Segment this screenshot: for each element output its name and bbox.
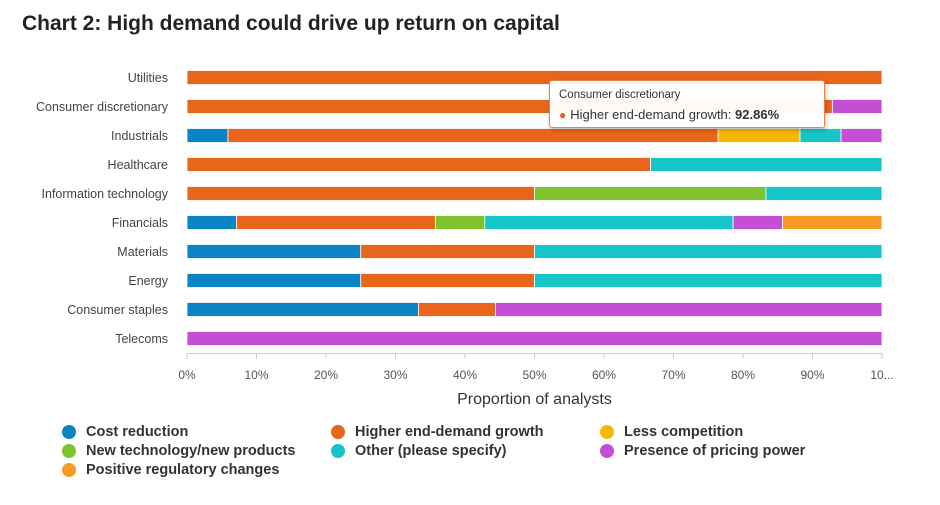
x-axis-title: Proportion of analysts (457, 391, 612, 408)
bar-energy-higher-end-demand-growth[interactable] (360, 273, 535, 288)
category-label-industrials: Industrials (111, 129, 168, 143)
legend-swatch (600, 425, 614, 439)
bar-industrials-less-competition[interactable] (717, 128, 801, 143)
bar-energy-cost-reduction[interactable] (186, 273, 362, 288)
legend-swatch (62, 444, 76, 458)
tooltip-series-name: Higher end-demand growth (570, 107, 728, 122)
x-tick-label: 40% (453, 368, 477, 382)
tooltip-category: Consumer discretionary (559, 89, 681, 101)
legend-item-cost-reduction[interactable]: Cost reduction (62, 424, 188, 440)
category-label-financials: Financials (112, 216, 168, 230)
category-label-information-technology: Information technology (42, 187, 169, 201)
bar-information-technology-other-please-specify[interactable] (765, 186, 883, 201)
x-tick-label: 30% (383, 368, 407, 382)
x-tick-label: 50% (522, 368, 546, 382)
legend-swatch (62, 425, 76, 439)
bar-industrials-presence-of-pricing-power[interactable] (840, 128, 883, 143)
x-tick-label: 90% (800, 368, 824, 382)
category-label-energy: Energy (128, 274, 168, 288)
bar-telecoms-presence-of-pricing-power[interactable] (186, 331, 883, 346)
category-label-consumer-staples: Consumer staples (67, 303, 168, 317)
legend-swatch (62, 463, 76, 477)
stacked-bar-chart: Utilities Consumer discretionary Industria… (36, 70, 894, 408)
category-label-materials: Materials (117, 245, 168, 259)
legend-swatch (331, 444, 345, 458)
category-label-telecoms: Telecoms (115, 332, 168, 346)
x-tick-label: 70% (661, 368, 685, 382)
bar-consumer-staples-presence-of-pricing-power[interactable] (495, 302, 883, 317)
bar-financials-higher-end-demand-growth[interactable] (235, 215, 436, 230)
bar-consumer-discretionary-presence-of-pricing-power[interactable] (831, 99, 883, 114)
legend-label: Presence of pricing power (624, 443, 806, 459)
x-tick-label: 0% (178, 368, 196, 382)
legend-label: New technology/new products (86, 443, 296, 459)
bar-financials-other-please-specify[interactable] (484, 215, 734, 230)
bar-materials-higher-end-demand-growth[interactable] (360, 244, 535, 259)
legend-item-other-please-specify[interactable]: Other (please specify) (331, 443, 507, 459)
bar-financials-cost-reduction[interactable] (186, 215, 237, 230)
bar-industrials-other-please-specify[interactable] (799, 128, 842, 143)
legend-item-higher-end-demand-growth[interactable]: Higher end-demand growth (331, 424, 544, 440)
bar-information-technology-new-technology-new-products[interactable] (534, 186, 767, 201)
category-label-utilities: Utilities (128, 71, 168, 85)
legend-label: Less competition (624, 424, 744, 440)
bar-materials-cost-reduction[interactable] (186, 244, 362, 259)
legend-swatch (331, 425, 345, 439)
bar-information-technology-higher-end-demand-growth[interactable] (186, 186, 535, 201)
bar-financials-positive-regulatory-changes[interactable] (782, 215, 883, 230)
x-tick-label: 10... (870, 368, 893, 382)
category-label-consumer-discretionary: Consumer discretionary (36, 100, 169, 114)
legend-swatch (600, 444, 614, 458)
tooltip-series-dot-icon: ● (559, 108, 567, 122)
legend-label: Positive regulatory changes (86, 462, 280, 478)
bar-financials-new-technology-new-products[interactable] (434, 215, 486, 230)
bar-energy-other-please-specify[interactable] (534, 273, 883, 288)
bar-healthcare-other-please-specify[interactable] (650, 157, 883, 172)
x-tick-label: 20% (314, 368, 338, 382)
legend-item-positive-regulatory-changes[interactable]: Positive regulatory changes (62, 462, 279, 478)
tooltip-value: 92.86% (735, 107, 780, 122)
category-label-healthcare: Healthcare (108, 158, 168, 172)
bar-industrials-cost-reduction[interactable] (186, 128, 229, 143)
x-tick-label: 10% (244, 368, 268, 382)
legend-label: Cost reduction (86, 424, 189, 440)
bar-materials-other-please-specify[interactable] (534, 244, 883, 259)
bar-financials-presence-of-pricing-power[interactable] (732, 215, 783, 230)
tooltip-series-line: ● Higher end-demand growth: 92.86% (559, 107, 780, 122)
chart-title: Chart 2: High demand could drive up retu… (22, 12, 560, 35)
legend-item-new-technology-new-products[interactable]: New technology/new products (62, 443, 295, 459)
bar-consumer-staples-higher-end-demand-growth[interactable] (418, 302, 496, 317)
bar-industrials-higher-end-demand-growth[interactable] (227, 128, 719, 143)
chart-tooltip: Consumer discretionary ● Higher end-deman… (549, 80, 825, 128)
x-tick-label: 80% (731, 368, 755, 382)
legend-label: Other (please specify) (355, 443, 507, 459)
bar-healthcare-higher-end-demand-growth[interactable] (186, 157, 651, 172)
legend-item-less-competition[interactable]: Less competition (600, 424, 743, 440)
bar-consumer-staples-cost-reduction[interactable] (186, 302, 419, 317)
x-tick-label: 60% (592, 368, 616, 382)
legend-label: Higher end-demand growth (355, 424, 544, 440)
legend-item-presence-of-pricing-power[interactable]: Presence of pricing power (600, 443, 805, 459)
